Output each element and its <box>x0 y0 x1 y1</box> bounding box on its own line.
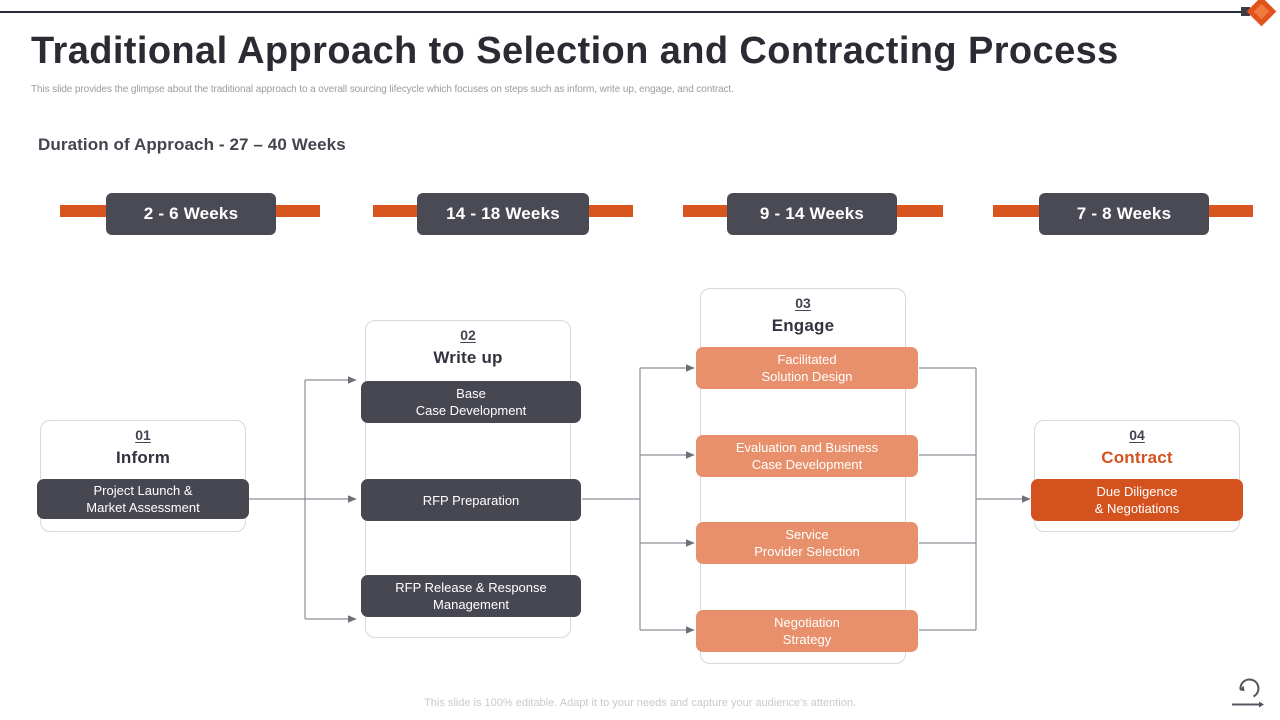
stage-item-inform-1[interactable]: Project Launch & Market Assessment <box>37 479 249 519</box>
stage-number-04: 04 <box>1129 427 1145 443</box>
stage-item-line2: Case Development <box>415 403 527 418</box>
stage-item-line1: Negotiation <box>774 615 840 630</box>
stage-item-contract-1[interactable]: Due Diligence & Negotiations <box>1031 479 1243 521</box>
duration-badge-group-1: 2 - 6 Weeks <box>60 193 320 235</box>
stage-item-engage-3[interactable]: Service Provider Selection <box>696 522 918 564</box>
duration-badge-2: 14 - 18 Weeks <box>417 193 589 235</box>
stage-item-line2: Strategy <box>782 632 832 647</box>
stage-item-line2: Provider Selection <box>754 544 860 559</box>
stage-item-line2: Case Development <box>751 457 863 472</box>
top-divider-line <box>0 11 1243 13</box>
stage-item-line1: RFP Release & Response <box>395 580 547 595</box>
stage-item-writeup-2[interactable]: RFP Preparation <box>361 479 581 521</box>
duration-badge-row: 2 - 6 Weeks 14 - 18 Weeks 9 - 14 Weeks 7… <box>0 193 1280 235</box>
stage-item-line2: Solution Design <box>761 369 853 384</box>
stage-item-line1: Evaluation and Business <box>735 440 879 455</box>
stage-number-02: 02 <box>460 327 476 343</box>
duration-heading: Duration of Approach - 27 – 40 Weeks <box>38 135 346 154</box>
footer-note: This slide is 100% editable. Adapt it to… <box>424 697 856 709</box>
duration-badge-4: 7 - 8 Weeks <box>1039 193 1209 235</box>
stage-title-01: Inform <box>115 448 171 467</box>
stage-item-line1: Facilitated <box>777 352 837 367</box>
stage-item-writeup-3[interactable]: RFP Release & Response Management <box>361 575 581 617</box>
stage-item-line1: Base <box>456 386 486 401</box>
logo-square-icon <box>1241 7 1250 16</box>
stage-number-01: 01 <box>135 427 151 443</box>
stage-title-02: Write up <box>433 348 503 367</box>
page-subtitle: This slide provides the glimpse about th… <box>31 84 734 95</box>
stage-item-writeup-1[interactable]: Base Case Development <box>361 381 581 423</box>
duration-badge-1: 2 - 6 Weeks <box>106 193 276 235</box>
stage-item-engage-4[interactable]: Negotiation Strategy <box>696 610 918 652</box>
stage-item-line1: Due Diligence <box>1096 484 1178 499</box>
duration-badge-3: 9 - 14 Weeks <box>727 193 897 235</box>
stage-item-line2: Market Assessment <box>86 500 200 515</box>
stage-title-04: Contract <box>1101 448 1173 467</box>
stage-item-line2: & Negotiations <box>1094 501 1180 516</box>
stage-item-engage-2[interactable]: Evaluation and Business Case Development <box>696 435 918 477</box>
duration-badge-group-4: 7 - 8 Weeks <box>993 193 1253 235</box>
duration-badge-group-2: 14 - 18 Weeks <box>373 193 633 235</box>
duration-badge-group-3: 9 - 14 Weeks <box>683 193 943 235</box>
stage-item-line1: Service <box>785 527 829 542</box>
stage-item-line1: RFP Preparation <box>422 492 520 508</box>
refresh-arrow-icon[interactable] <box>1228 676 1266 710</box>
stage-item-line1: Project Launch & <box>93 483 193 498</box>
page-title: Traditional Approach to Selection and Co… <box>31 30 1119 72</box>
stage-title-03: Engage <box>771 316 835 335</box>
stage-number-03: 03 <box>795 295 811 311</box>
stage-item-engage-1[interactable]: Facilitated Solution Design <box>696 347 918 389</box>
stage-item-line2: Management <box>433 597 509 612</box>
